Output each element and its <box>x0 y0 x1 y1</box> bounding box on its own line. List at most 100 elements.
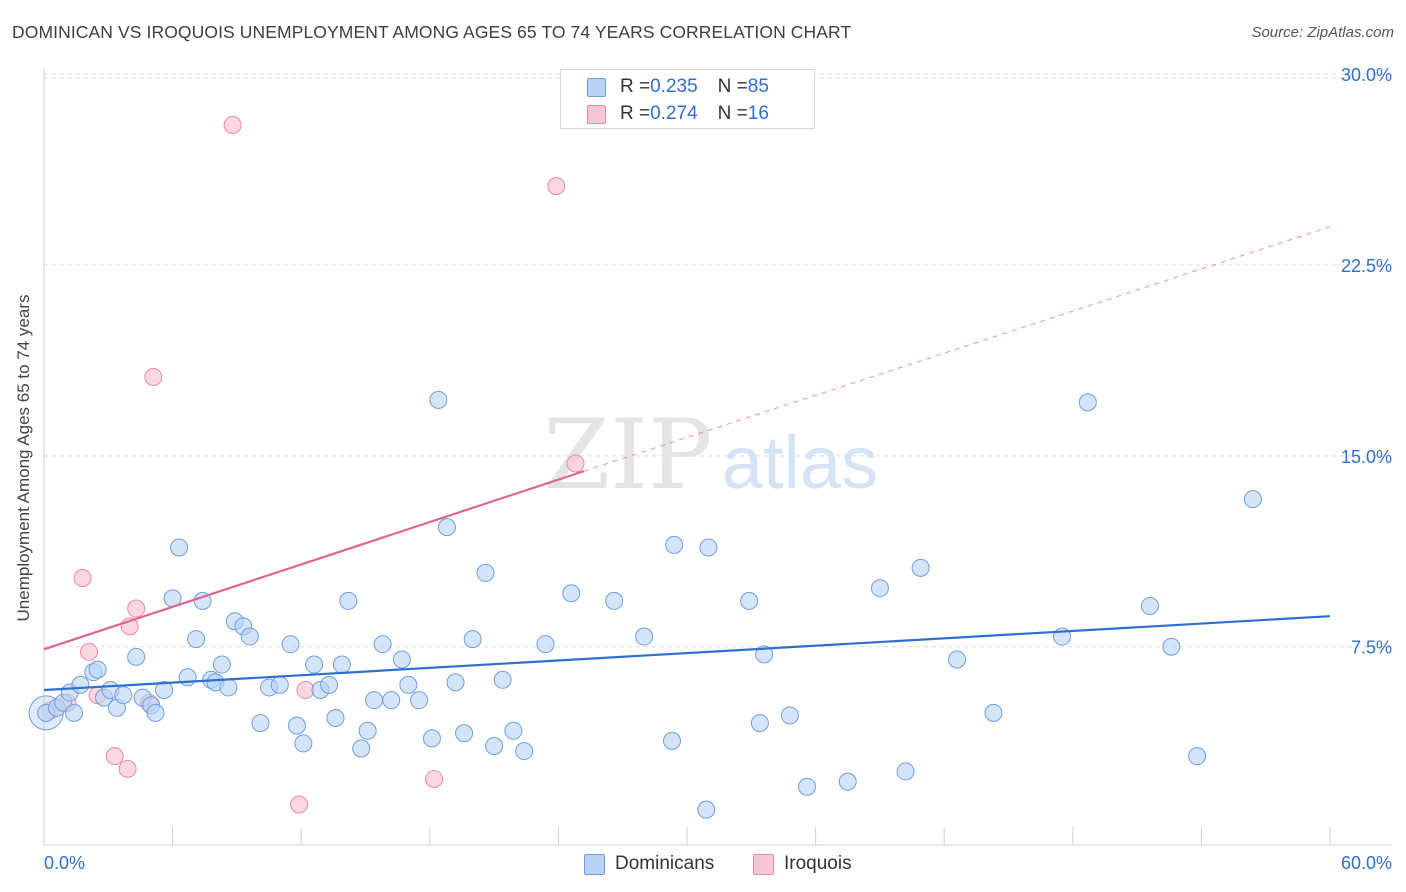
tick-labels: 7.5% 15.0% 22.5% 30.0% 0.0% 60.0% <box>44 65 1392 873</box>
n-label: N = <box>717 76 748 97</box>
x-tick-label: 60.0% <box>1341 853 1392 873</box>
dominican-point <box>515 742 534 761</box>
dominican-point <box>358 721 377 740</box>
dominican-point <box>562 584 581 603</box>
dominican-point <box>437 518 456 537</box>
legend-item-dominicans[interactable]: Dominicans <box>584 852 714 876</box>
dominican-points <box>28 390 1262 819</box>
dominican-point <box>697 800 716 819</box>
dominican-point <box>332 655 351 674</box>
iroquois-point <box>127 599 146 618</box>
dominican-point <box>287 716 306 735</box>
dominican-point <box>155 680 174 699</box>
dominican-point <box>635 627 654 646</box>
dominican-point <box>339 591 358 610</box>
dominican-point <box>251 714 270 733</box>
dominican-point <box>463 630 482 649</box>
dominican-point <box>65 703 84 722</box>
r-label: R = <box>620 103 651 124</box>
dominican-point <box>352 739 371 758</box>
dominican-point <box>984 703 1003 722</box>
grid-lines <box>44 73 1392 648</box>
chart-title: DOMINICAN VS IROQUOIS UNEMPLOYMENT AMONG… <box>12 22 852 42</box>
dominican-point <box>178 668 197 687</box>
dominicans-swatch <box>587 77 606 97</box>
y-tick-label: 15.0% <box>1341 447 1392 467</box>
y-tick-label: 7.5% <box>1351 638 1392 658</box>
r-value-dominicans: 0.235 <box>650 76 698 97</box>
series-legend: Dominicans Iroquois <box>0 852 1406 878</box>
dominican-point <box>71 675 90 694</box>
source-label: Source: ZipAtlas.com <box>1251 24 1394 41</box>
watermark-atlas: atlas <box>722 421 878 504</box>
dominican-point <box>1188 747 1207 766</box>
dominican-point <box>270 675 289 694</box>
dominican-point <box>127 647 146 666</box>
dominican-point <box>294 734 313 753</box>
dominican-point <box>740 591 759 610</box>
y-tick-label: 22.5% <box>1341 256 1392 276</box>
dominican-point <box>896 762 915 781</box>
x-tick-label: 0.0% <box>44 853 85 873</box>
iroquois-trend-extension <box>583 226 1331 472</box>
dominican-point <box>219 678 238 697</box>
dominican-point <box>750 714 769 733</box>
iroquois-point <box>425 770 444 789</box>
dominican-point <box>146 703 165 722</box>
dominican-point <box>838 772 857 791</box>
y-tick-label: 30.0% <box>1341 65 1392 85</box>
legend-label-dominicans: Dominicans <box>615 853 715 874</box>
watermark-zip: ZIP <box>543 399 712 511</box>
dominican-point <box>476 563 495 582</box>
dominican-point <box>798 777 817 796</box>
iroquois-point <box>73 569 92 588</box>
dominican-point <box>1243 490 1262 509</box>
stats-legend: R = 0.235 N = 85 R = 0.274 N = 16 <box>560 69 815 129</box>
iroquois-point <box>296 680 315 699</box>
iroquois-point <box>144 367 163 386</box>
iroquois-point <box>105 747 124 766</box>
dominican-point <box>410 691 429 710</box>
legend-item-iroquois[interactable]: Iroquois <box>753 852 852 876</box>
dominican-point <box>948 650 967 669</box>
dominican-point <box>365 691 384 710</box>
dominican-point <box>605 591 624 610</box>
n-value-dominicans: 85 <box>747 76 769 97</box>
stats-row-iroquois: R = 0.274 N = 16 <box>587 102 769 126</box>
r-label: R = <box>620 76 651 97</box>
dominican-point <box>326 708 345 727</box>
dominican-point <box>485 736 504 755</box>
dominican-point <box>493 670 512 689</box>
dominican-point <box>281 635 300 654</box>
dominican-point <box>662 731 681 750</box>
legend-label-iroquois: Iroquois <box>784 853 852 874</box>
r-value-iroquois: 0.274 <box>650 103 698 124</box>
iroquois-point <box>80 642 99 661</box>
iroquois-trend-line <box>43 470 585 651</box>
iroquois-point <box>118 759 137 778</box>
dominican-point <box>170 538 189 557</box>
dominican-point <box>422 729 441 748</box>
iroquois-point <box>566 454 585 473</box>
dominican-point <box>911 558 930 577</box>
dominican-point <box>399 675 418 694</box>
dominican-point <box>114 686 133 705</box>
dominican-point <box>187 630 206 649</box>
dominican-point <box>1140 597 1159 616</box>
axes <box>43 68 1392 846</box>
dominican-point <box>755 645 774 664</box>
dominican-point <box>446 673 465 692</box>
dominican-point <box>212 655 231 674</box>
dominican-point <box>392 650 411 669</box>
dominican-point <box>455 724 474 743</box>
dominican-point <box>320 675 339 694</box>
dominican-point <box>305 655 324 674</box>
trend-lines <box>43 226 1331 692</box>
dominican-point <box>780 706 799 725</box>
dominican-point <box>1078 393 1097 412</box>
n-value-iroquois: 16 <box>747 103 769 124</box>
dominican-point <box>1162 637 1181 656</box>
watermark: ZIP atlas <box>543 399 878 511</box>
dominican-point <box>429 390 448 409</box>
